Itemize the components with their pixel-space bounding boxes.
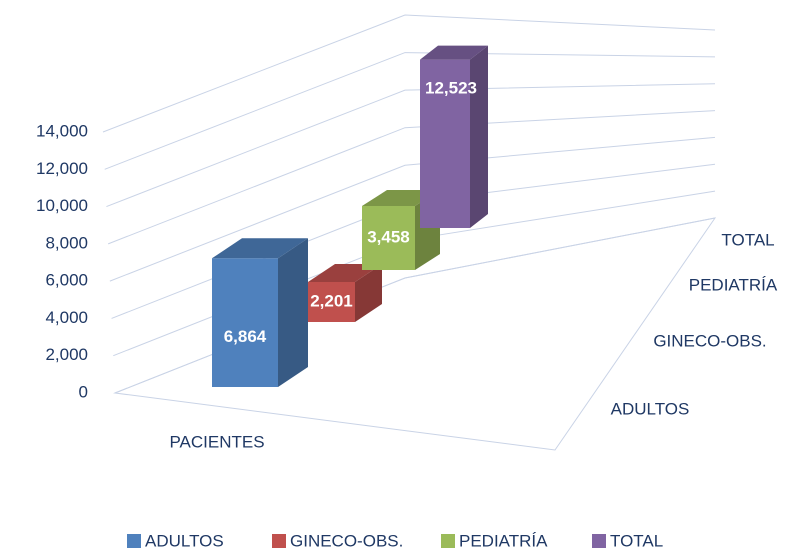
bar-side [355,263,382,322]
depth-label: TOTAL [721,230,774,249]
y-tick-label: 10,000 [36,196,88,215]
value-label: 6,864 [224,327,267,346]
bar-front [212,258,278,387]
bar-front [420,59,470,229]
legend-label: ADULTOS [145,531,224,550]
bar-front [308,281,355,322]
bar-front [362,206,415,270]
y-tick-label: 6,000 [45,271,88,290]
depth-label: ADULTOS [611,399,690,418]
bar-side [470,45,488,229]
y-tick-label: 2,000 [45,345,88,364]
grid-line [114,217,716,394]
depth-label: PEDIATRÍA [689,275,778,294]
legend-label: TOTAL [610,531,663,550]
bar-side [278,238,308,387]
value-label: 2,201 [310,291,353,310]
bar-top [420,45,488,60]
bar [212,238,308,387]
legend-label: GINECO-OBS. [290,531,403,550]
x-tick-label: PACIENTES [169,432,264,451]
bar [420,45,488,229]
y-tick-label: 4,000 [45,308,88,327]
grid-line [104,52,716,170]
grid-line [107,110,716,245]
y-tick-label: 14,000 [36,121,88,140]
legend-swatch [127,534,141,548]
bar-top [212,238,308,259]
value-label: 12,523 [425,78,477,97]
y-tick-label: 12,000 [36,159,88,178]
y-tick-label: 8,000 [45,233,88,252]
depth-label: GINECO-OBS. [653,331,766,350]
value-label: 3,458 [367,227,410,246]
grid-line [102,14,716,133]
grid-line [109,136,716,282]
y-tick-label: 0 [79,382,88,401]
legend-swatch [441,534,455,548]
legend-label: PEDIATRÍA [459,531,548,550]
legend-swatch [592,534,606,548]
legend-swatch [272,534,286,548]
grid-line [106,83,716,208]
